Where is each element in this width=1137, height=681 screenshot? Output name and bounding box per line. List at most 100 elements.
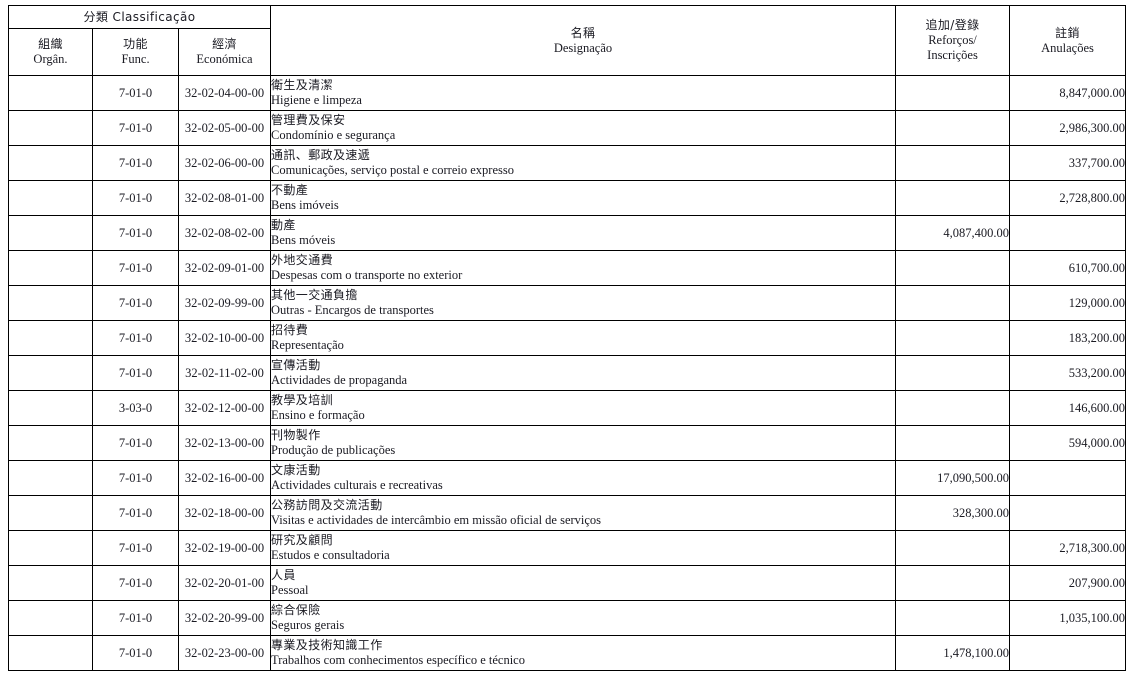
cell-annulments: 2,718,300.00 [1009,530,1126,566]
budget-table: 分類 Classificação 名稱 Designação 追加/登錄 Ref… [8,5,1126,671]
cell-functional: 7-01-0 [92,320,179,356]
cell-economic: 32-02-12-00-00 [178,390,271,426]
cell-designation: 其他一交通負擔 Outras - Encargos de transportes [270,285,896,321]
cell-functional: 7-01-0 [92,215,179,251]
designation-lat: Ensino e formação [271,408,365,422]
cell-functional: 7-01-0 [92,600,179,636]
cell-economic: 32-02-08-01-00 [178,180,271,216]
cell-economic: 32-02-20-99-00 [178,600,271,636]
cell-functional: 7-01-0 [92,250,179,286]
cell-organic [8,110,93,146]
cell-economic: 32-02-23-00-00 [178,635,271,671]
table-row: 7-01-0 32-02-06-00-00 通訊、郵政及速遞 Comunicações… [8,145,1126,181]
cell-functional: 7-01-0 [92,460,179,496]
header-functional-lat: Func. [121,52,150,66]
cell-functional: 7-01-0 [92,495,179,531]
cell-designation: 教學及培訓 Ensino e formação [270,390,896,426]
cell-organic [8,180,93,216]
designation-lat: Comunicações, serviço postal e correio e… [271,163,514,177]
cell-reinforcements [895,110,1010,146]
cell-reinforcements [895,600,1010,636]
table-row: 7-01-0 32-02-13-00-00 刊物製作 Produção de publ… [8,425,1126,461]
cell-organic [8,600,93,636]
cell-economic: 32-02-05-00-00 [178,110,271,146]
cell-functional: 7-01-0 [92,530,179,566]
header-reinforcements: 追加/登錄 Reforços/ Inscrições [895,5,1010,76]
cell-annulments: 207,900.00 [1009,565,1126,601]
cell-annulments [1009,215,1126,251]
designation-lat: Produção de publicações [271,443,396,457]
header-organic-lat: Orgân. [33,52,68,66]
header-reinforcements-cjk: 追加/登錄 [925,18,980,32]
cell-economic: 32-02-19-00-00 [178,530,271,566]
designation-cjk: 人員 [271,568,296,582]
cell-annulments: 2,728,800.00 [1009,180,1126,216]
designation-cjk: 專業及技術知識工作 [271,638,383,652]
cell-organic [8,250,93,286]
designation-lat: Bens móveis [271,233,336,247]
cell-organic [8,75,93,111]
cell-annulments [1009,635,1126,671]
cell-reinforcements [895,425,1010,461]
cell-economic: 32-02-08-02-00 [178,215,271,251]
designation-lat: Estudos e consultadoria [271,548,390,562]
cell-economic: 32-02-09-99-00 [178,285,271,321]
cell-organic [8,635,93,671]
designation-lat: Pessoal [271,583,309,597]
cell-designation: 衛生及清潔 Higiene e limpeza [270,75,896,111]
designation-cjk: 管理費及保安 [271,113,346,127]
cell-organic [8,565,93,601]
cell-organic [8,495,93,531]
cell-organic [8,530,93,566]
cell-organic [8,320,93,356]
cell-annulments [1009,460,1126,496]
table-row: 7-01-0 32-02-04-00-00 衛生及清潔 Higiene e limpe… [8,75,1126,111]
cell-reinforcements [895,250,1010,286]
designation-cjk: 招待費 [271,323,309,337]
designation-lat: Higiene e limpeza [271,93,362,107]
cell-reinforcements [895,565,1010,601]
cell-economic: 32-02-10-00-00 [178,320,271,356]
designation-lat: Outras - Encargos de transportes [271,303,434,317]
table-body: 7-01-0 32-02-04-00-00 衛生及清潔 Higiene e limpe… [8,75,1126,671]
cell-functional: 7-01-0 [92,75,179,111]
cell-organic [8,425,93,461]
cell-designation: 動產 Bens móveis [270,215,896,251]
header-reinforcements-lat1: Reforços/ [928,33,977,47]
table-row: 3-03-0 32-02-12-00-00 教學及培訓 Ensino e formaç… [8,390,1126,426]
cell-reinforcements [895,390,1010,426]
cell-designation: 文康活動 Actividades culturais e recreativas [270,460,896,496]
cell-designation: 不動產 Bens imóveis [270,180,896,216]
cell-designation: 人員 Pessoal [270,565,896,601]
cell-designation: 管理費及保安 Condomínio e segurança [270,110,896,146]
cell-annulments: 610,700.00 [1009,250,1126,286]
designation-cjk: 動產 [271,218,296,232]
designation-lat: Condomínio e segurança [271,128,396,142]
cell-designation: 宣傳活動 Actividades de propaganda [270,355,896,391]
cell-reinforcements [895,75,1010,111]
cell-economic: 32-02-18-00-00 [178,495,271,531]
designation-cjk: 刊物製作 [271,428,321,442]
cell-designation: 專業及技術知識工作 Trabalhos com conhecimentos esp… [270,635,896,671]
header-functional: 功能 Func. [92,28,179,76]
table-row: 7-01-0 32-02-23-00-00 專業及技術知識工作 Trabalhos c… [8,635,1126,671]
cell-designation: 招待費 Representação [270,320,896,356]
cell-annulments: 337,700.00 [1009,145,1126,181]
table-row: 7-01-0 32-02-05-00-00 管理費及保安 Condomínio e s… [8,110,1126,146]
table-row: 7-01-0 32-02-08-02-00 動產 Bens móveis 4,087,4… [8,215,1126,251]
cell-economic: 32-02-16-00-00 [178,460,271,496]
cell-economic: 32-02-13-00-00 [178,425,271,461]
cell-functional: 7-01-0 [92,285,179,321]
table-row: 7-01-0 32-02-08-01-00 不動產 Bens imóveis 2,728… [8,180,1126,216]
header-annulments: 註銷 Anulações [1009,5,1126,76]
cell-organic [8,285,93,321]
header-organic-cjk: 組織 [38,37,63,51]
cell-designation: 外地交通費 Despesas com o transporte no exteri… [270,250,896,286]
cell-economic: 32-02-09-01-00 [178,250,271,286]
header-functional-cjk: 功能 [123,37,148,51]
header-annulments-cjk: 註銷 [1055,25,1080,40]
cell-reinforcements: 328,300.00 [895,495,1010,531]
cell-annulments: 1,035,100.00 [1009,600,1126,636]
header-designation-lat: Designação [553,40,613,55]
